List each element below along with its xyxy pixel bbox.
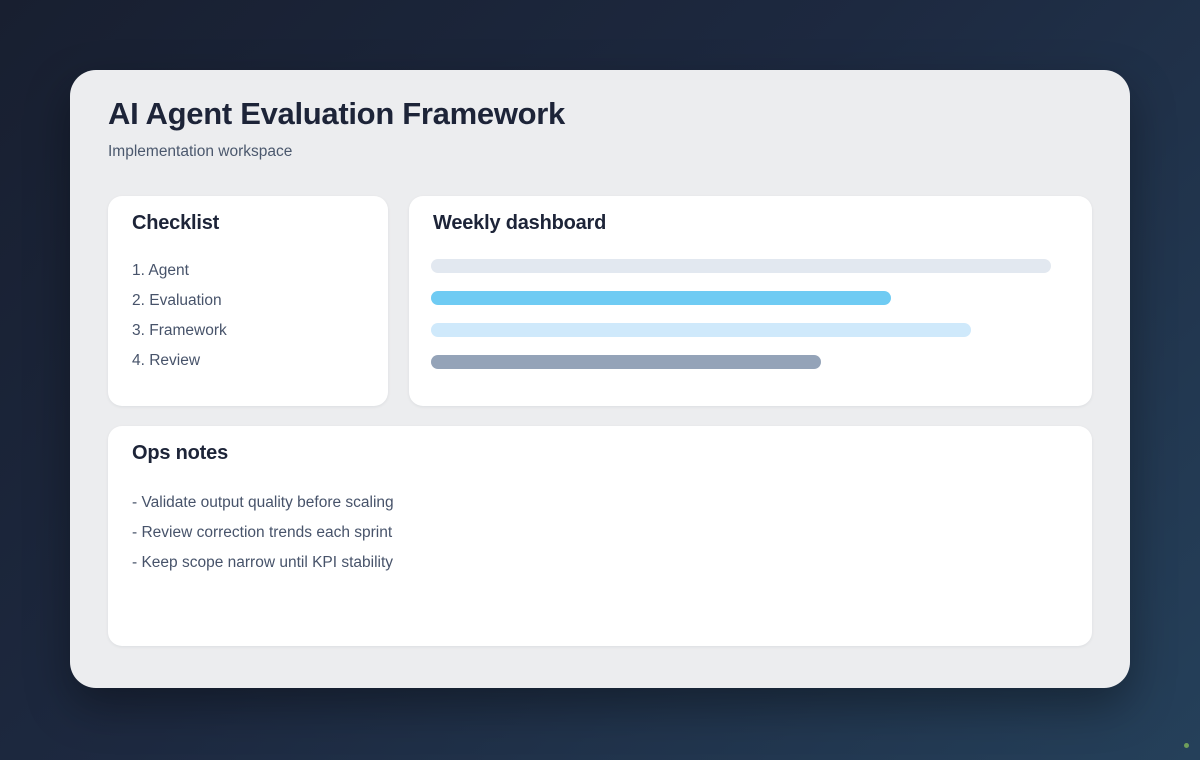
ops-note-item: - Validate output quality before scaling xyxy=(132,494,394,511)
checklist-item: 4. Review xyxy=(132,352,201,369)
ops-notes-list: - Validate output quality before scaling… xyxy=(132,488,394,578)
page-title: AI Agent Evaluation Framework xyxy=(108,96,565,131)
ops-note-item: - Review correction trends each sprint xyxy=(132,524,393,541)
dashboard-placeholder-bar-1 xyxy=(431,259,1051,273)
checklist-heading: Checklist xyxy=(132,212,220,234)
weekly-dashboard-card: Weekly dashboard xyxy=(409,196,1092,406)
page-subtitle: Implementation workspace xyxy=(108,143,293,160)
checklist-list: 1. Agent 2. Evaluation 3. Framework 4. R… xyxy=(132,256,227,376)
checklist-item: 3. Framework xyxy=(132,322,227,339)
ops-notes-heading: Ops notes xyxy=(132,442,228,464)
ops-notes-card: Ops notes - Validate output quality befo… xyxy=(108,426,1092,646)
workspace-panel: AI Agent Evaluation Framework Implementa… xyxy=(70,70,1130,688)
weekly-dashboard-heading: Weekly dashboard xyxy=(433,212,607,234)
checklist-item: 1. Agent xyxy=(132,262,189,279)
checklist-item: 2. Evaluation xyxy=(132,292,222,309)
ops-note-item: - Keep scope narrow until KPI stability xyxy=(132,554,394,571)
dashboard-placeholder-bar-2 xyxy=(431,291,891,305)
dashboard-placeholder-bar-4 xyxy=(431,355,821,369)
checklist-card: Checklist 1. Agent 2. Evaluation 3. Fram… xyxy=(108,196,388,406)
status-indicator-dot xyxy=(1184,743,1189,748)
dashboard-placeholder-bar-3 xyxy=(431,323,971,337)
